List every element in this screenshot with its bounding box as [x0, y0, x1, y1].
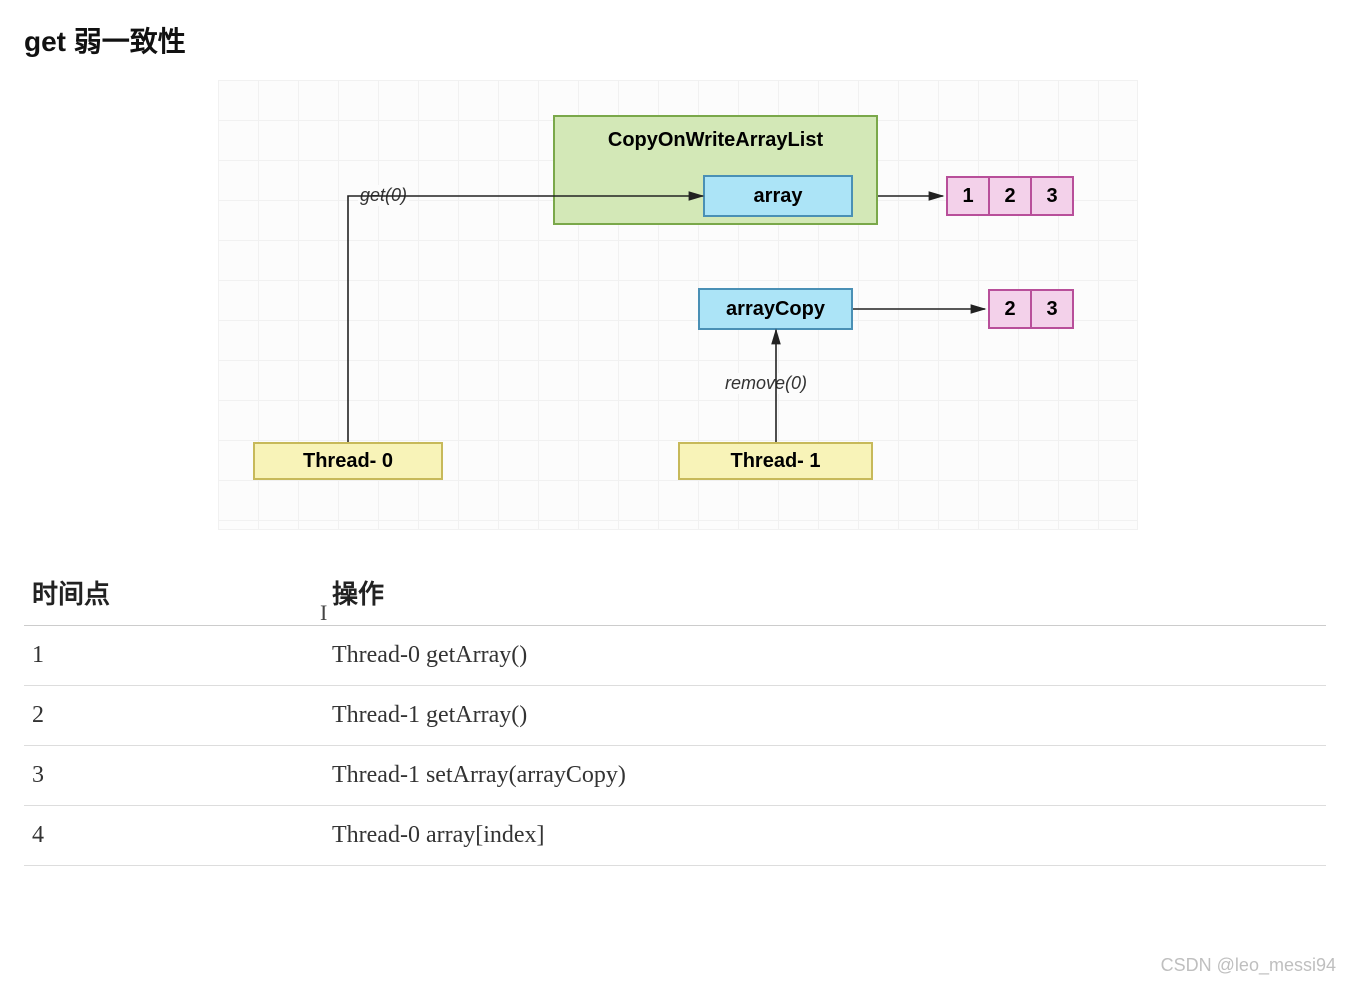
cell-time: 4	[24, 806, 324, 866]
cell-action: Thread-1 getArray()	[324, 686, 1326, 746]
cellrow-2: 2 3	[988, 289, 1074, 329]
col-action: 操作	[324, 560, 1326, 626]
table-row: 3 Thread-1 setArray(arrayCopy)	[24, 746, 1326, 806]
page-title: get 弱一致性	[24, 20, 1356, 60]
cell: 3	[1030, 289, 1074, 329]
table-header-row: 时间点 操作	[24, 560, 1326, 626]
cell-action: Thread-0 getArray()	[324, 626, 1326, 686]
node-thread-1: Thread- 1	[678, 442, 873, 480]
node-array: array	[703, 175, 853, 217]
node-array-label: array	[754, 185, 803, 208]
cell-time: 2	[24, 686, 324, 746]
table-row: 1 Thread-0 getArray()	[24, 626, 1326, 686]
node-arraycopy: arrayCopy	[698, 288, 853, 330]
node-cow-label: CopyOnWriteArrayList	[608, 129, 823, 152]
cell: 2	[988, 289, 1032, 329]
node-thread-0-label: Thread- 0	[303, 450, 393, 473]
diagram: CopyOnWriteArrayList array arrayCopy Thr…	[218, 80, 1138, 530]
edge-label-remove0: remove(0)	[723, 373, 809, 394]
edge-t0-to-array	[348, 196, 703, 442]
cell-time: 1	[24, 626, 324, 686]
text-cursor-icon: I	[320, 600, 327, 626]
col-time: 时间点	[24, 560, 324, 626]
edge-label-get0: get(0)	[358, 185, 409, 206]
cell: 2	[988, 176, 1032, 216]
cell-time: 3	[24, 746, 324, 806]
cell: 1	[946, 176, 990, 216]
cell-action: Thread-1 setArray(arrayCopy)	[324, 746, 1326, 806]
cellrow-1: 1 2 3	[946, 176, 1074, 216]
table-row: 4 Thread-0 array[index]	[24, 806, 1326, 866]
cell: 3	[1030, 176, 1074, 216]
operations-table: 时间点 操作 1 Thread-0 getArray() 2 Thread-1 …	[24, 560, 1326, 866]
node-thread-0: Thread- 0	[253, 442, 443, 480]
node-arraycopy-label: arrayCopy	[726, 298, 825, 321]
node-thread-1-label: Thread- 1	[730, 450, 820, 473]
watermark: CSDN @leo_messi94	[1161, 955, 1336, 976]
table-row: 2 Thread-1 getArray()	[24, 686, 1326, 746]
cell-action: Thread-0 array[index]	[324, 806, 1326, 866]
